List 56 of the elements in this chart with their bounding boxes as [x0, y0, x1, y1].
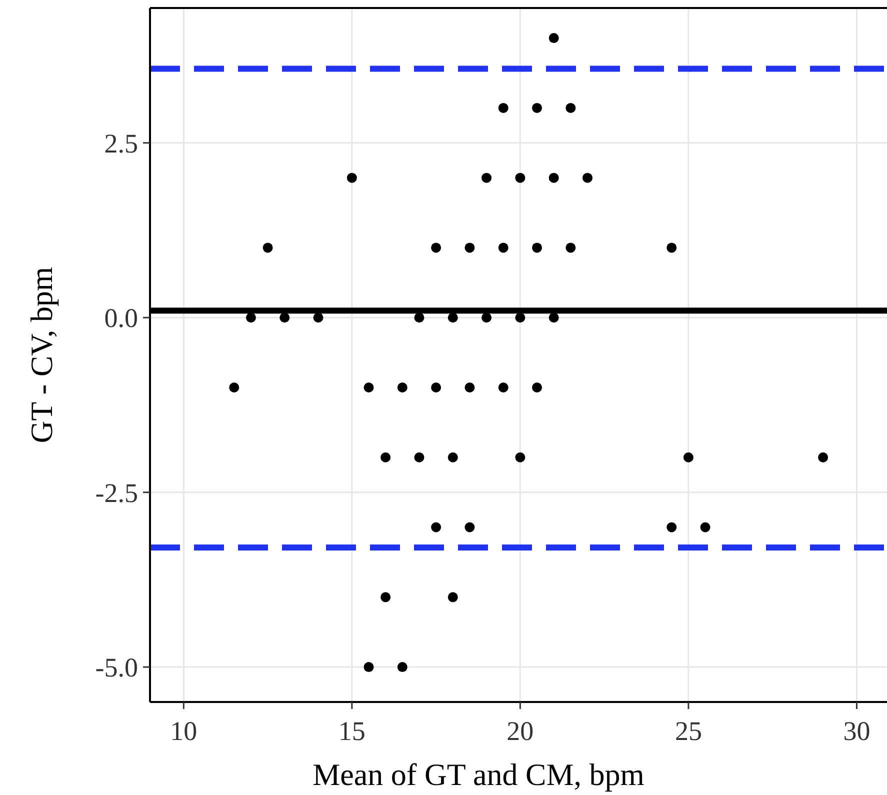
point	[498, 102, 508, 113]
point	[448, 592, 458, 602]
point	[548, 172, 559, 183]
x-axis-title: Mean of GT and CM, bpm	[312, 757, 644, 792]
point	[515, 452, 526, 462]
point	[431, 382, 442, 392]
point	[548, 312, 559, 323]
point	[498, 242, 508, 253]
point	[532, 242, 542, 253]
x-tick-label: 10	[170, 716, 198, 746]
point	[666, 242, 677, 253]
point	[380, 452, 391, 462]
point	[448, 312, 458, 323]
point	[414, 312, 424, 323]
point	[566, 102, 576, 113]
point	[700, 522, 710, 532]
point	[566, 242, 576, 253]
y-tick-label: -5.0	[95, 652, 138, 683]
x-tick-label: 15	[338, 716, 366, 746]
y-tick-label: 0.0	[104, 303, 138, 334]
point	[464, 522, 475, 532]
point	[262, 242, 273, 253]
point	[666, 522, 677, 532]
point	[515, 312, 526, 323]
point	[313, 312, 324, 323]
point	[280, 312, 290, 323]
y-tick-label: 2.5	[104, 128, 138, 158]
point	[482, 312, 492, 323]
point	[482, 172, 492, 183]
point	[498, 382, 508, 392]
point	[515, 172, 526, 183]
point	[582, 172, 592, 183]
point	[380, 592, 391, 602]
point	[431, 242, 442, 253]
point	[397, 382, 408, 392]
point	[464, 242, 475, 253]
x-tick-label: 30	[843, 716, 870, 746]
point	[397, 662, 408, 672]
y-tick-label: -2.5	[95, 478, 138, 508]
point	[246, 312, 256, 323]
point	[229, 382, 240, 392]
point	[448, 452, 458, 462]
point	[414, 452, 424, 462]
point	[364, 662, 374, 672]
point	[431, 522, 442, 532]
y-axis-title: GT - CV, bpm	[24, 266, 59, 444]
point	[548, 33, 559, 44]
point	[464, 382, 475, 392]
point	[364, 382, 374, 392]
point	[818, 452, 828, 462]
point	[532, 102, 542, 113]
x-tick-label: 20	[506, 716, 534, 746]
point	[346, 172, 357, 183]
point	[532, 382, 542, 392]
x-tick-label: 25	[674, 716, 702, 746]
point	[683, 452, 694, 462]
